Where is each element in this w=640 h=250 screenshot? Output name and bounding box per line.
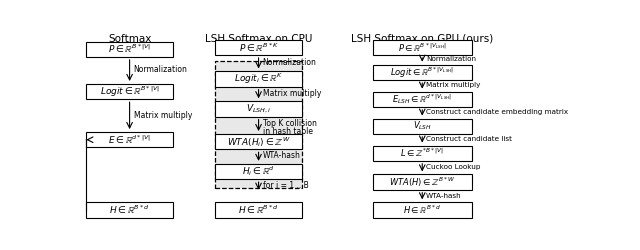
Bar	[215, 40, 302, 55]
Text: for i = 1 .. B: for i = 1 .. B	[262, 181, 308, 190]
Text: $P \in \mathbb{R}^{B*|V_{LSH}|}$: $P \in \mathbb{R}^{B*|V_{LSH}|}$	[398, 41, 447, 54]
Text: Normalization: Normalization	[134, 65, 188, 74]
Text: Matrix multiply: Matrix multiply	[426, 82, 481, 88]
Bar	[86, 202, 173, 218]
Text: Normalization: Normalization	[262, 58, 316, 67]
Text: $V_{LSH}$: $V_{LSH}$	[413, 120, 432, 132]
Text: $V_{LSH,i}$: $V_{LSH,i}$	[246, 103, 271, 115]
Bar	[215, 134, 302, 149]
Bar	[372, 92, 472, 107]
Text: $WTA(H) \in \mathbb{Z}^{B*W}$: $WTA(H) \in \mathbb{Z}^{B*W}$	[389, 176, 456, 189]
Text: $P \in \mathbb{R}^{B*K}$: $P \in \mathbb{R}^{B*K}$	[239, 41, 278, 54]
Text: Construct candidate list: Construct candidate list	[426, 136, 512, 142]
Text: Softmax: Softmax	[108, 34, 151, 44]
Text: Construct candidate embedding matrix: Construct candidate embedding matrix	[426, 109, 568, 115]
Text: LSH Softmax on CPU: LSH Softmax on CPU	[205, 34, 312, 44]
Text: LSH Softmax on GPU (ours): LSH Softmax on GPU (ours)	[351, 34, 493, 44]
Bar	[372, 146, 472, 161]
Text: WTA-hash: WTA-hash	[426, 192, 462, 198]
Text: $L \in \mathbb{Z}^{*B*|V|}$: $L \in \mathbb{Z}^{*B*|V|}$	[401, 147, 444, 160]
Bar	[372, 118, 472, 134]
Text: $H \in \mathbb{R}^{B*d}$: $H \in \mathbb{R}^{B*d}$	[109, 204, 150, 216]
Text: $\mathit{Logit} \in \mathbb{R}^{B*|V|}$: $\mathit{Logit} \in \mathbb{R}^{B*|V|}$	[100, 84, 159, 99]
Text: $E_{LSH} \in \mathbb{R}^{d*|V_{LSH}|}$: $E_{LSH} \in \mathbb{R}^{d*|V_{LSH}|}$	[392, 92, 452, 106]
Text: in hash table: in hash table	[262, 127, 312, 136]
Text: Cuckoo Lookup: Cuckoo Lookup	[426, 164, 481, 170]
Bar	[215, 72, 302, 87]
Bar	[215, 61, 302, 188]
Text: $\mathit{Logit} \in \mathbb{R}^{B*|V_{LSH}|}$: $\mathit{Logit} \in \mathbb{R}^{B*|V_{LS…	[390, 65, 454, 80]
Bar	[215, 101, 302, 117]
Bar	[215, 164, 302, 179]
Text: WTA-hash: WTA-hash	[262, 151, 300, 160]
Text: $H \in \mathbb{R}^{B*d}$: $H \in \mathbb{R}^{B*d}$	[403, 204, 442, 216]
Bar	[372, 174, 472, 190]
Text: Top K collision: Top K collision	[262, 119, 316, 128]
Text: $\mathit{Logit}_i \in \mathbb{R}^{K}$: $\mathit{Logit}_i \in \mathbb{R}^{K}$	[234, 72, 283, 86]
Bar	[372, 40, 472, 55]
Bar	[372, 202, 472, 218]
Text: $H_i \in \mathbb{R}^{d}$: $H_i \in \mathbb{R}^{d}$	[242, 164, 275, 178]
Bar	[215, 202, 302, 218]
Text: Matrix multiply: Matrix multiply	[262, 89, 321, 98]
Bar	[372, 65, 472, 80]
Bar	[86, 132, 173, 148]
Text: Matrix multiply: Matrix multiply	[134, 111, 192, 120]
Text: $P \in \mathbb{R}^{B*|V|}$: $P \in \mathbb{R}^{B*|V|}$	[108, 43, 151, 56]
Bar	[86, 84, 173, 99]
Text: $WTA(H_i) \in \mathbb{Z}^{W}$: $WTA(H_i) \in \mathbb{Z}^{W}$	[227, 135, 291, 148]
Bar	[86, 42, 173, 57]
Text: $E \in \mathbb{R}^{d*|V|}$: $E \in \mathbb{R}^{d*|V|}$	[108, 134, 151, 146]
Text: $H \in \mathbb{R}^{B*d}$: $H \in \mathbb{R}^{B*d}$	[238, 204, 279, 216]
Text: Normalization: Normalization	[426, 56, 476, 62]
